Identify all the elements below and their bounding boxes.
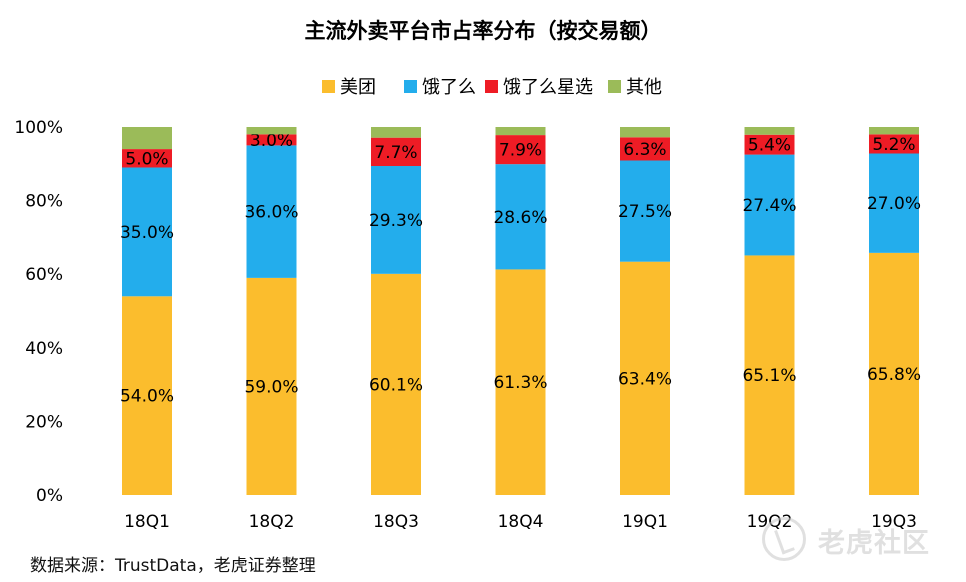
- data-label: 27.0%: [867, 194, 921, 214]
- x-tick-label: 18Q1: [124, 512, 170, 532]
- x-axis: 18Q1 18Q2 18Q3 18Q4 19Q1 19Q2 19Q3: [124, 512, 917, 532]
- legend-label-2: 饿了么星选: [503, 77, 593, 98]
- bar-segment: [744, 134, 795, 155]
- bar-segment: [744, 154, 795, 256]
- bar-segment: [246, 145, 297, 278]
- x-tick-label: 19Q3: [871, 512, 917, 532]
- bar-segment: [744, 255, 795, 495]
- legend-swatch-0: [322, 80, 335, 93]
- data-label: 35.0%: [120, 223, 174, 243]
- bar-segment: [122, 127, 172, 150]
- watermark-text: 老虎社区: [818, 528, 930, 559]
- bar-segment: [495, 127, 546, 136]
- data-label: 28.6%: [493, 208, 547, 228]
- data-label: 6.3%: [623, 140, 666, 160]
- x-tick-label: 18Q4: [498, 512, 544, 532]
- data-label: 5.0%: [125, 149, 168, 169]
- data-label: 29.3%: [369, 211, 423, 231]
- bar-segment: [620, 261, 670, 495]
- y-tick-label: 100%: [14, 118, 63, 138]
- bar-segment: [371, 166, 421, 274]
- data-label: 65.8%: [867, 365, 921, 385]
- y-tick-label: 0%: [36, 486, 63, 506]
- watermark: 老虎社区: [760, 515, 950, 565]
- bar-segment: [620, 160, 670, 262]
- data-label: 54.0%: [120, 387, 174, 407]
- bar-segment: [371, 137, 421, 167]
- bar-segment: [246, 277, 297, 495]
- y-axis: 0% 20% 40% 60% 80% 100%: [14, 118, 63, 506]
- bar-segment: [371, 273, 421, 495]
- y-tick-label: 60%: [25, 265, 63, 285]
- data-label: 27.5%: [618, 202, 672, 222]
- y-tick-label: 20%: [25, 412, 63, 432]
- data-label: 59.0%: [244, 377, 298, 397]
- bar-segment: [869, 153, 919, 253]
- legend-label-0: 美团: [340, 77, 376, 98]
- y-tick-label: 40%: [25, 339, 63, 359]
- bar-segment: [869, 127, 919, 135]
- data-label: 36.0%: [244, 203, 298, 223]
- data-label: 5.2%: [872, 135, 915, 155]
- bar-segment: [495, 135, 546, 165]
- legend: 美团 饿了么 饿了么星选 其他: [322, 77, 662, 98]
- data-label: 63.4%: [618, 369, 672, 389]
- bar-segment: [620, 137, 670, 161]
- legend-swatch-1: [404, 80, 417, 93]
- bar-segment: [495, 269, 546, 495]
- bars: 54.0% 35.0% 5.0% 59.0% 36.0% 3.0% 60.1% 29.3% 7.…: [120, 127, 921, 495]
- bar-segment: [122, 167, 172, 297]
- x-tick-label: 19Q1: [622, 512, 668, 532]
- bar-segment: [246, 127, 297, 135]
- bar-segment: [122, 149, 172, 168]
- bar-segment: [495, 164, 546, 270]
- data-label: 3.0%: [250, 131, 293, 151]
- y-tick-label: 80%: [25, 192, 63, 212]
- bar-segment: [869, 252, 919, 495]
- x-tick-label: 18Q3: [373, 512, 419, 532]
- data-label: 7.7%: [374, 143, 417, 163]
- bar-segment: [869, 134, 919, 154]
- data-label: 7.9%: [499, 141, 542, 161]
- bar-segment: [371, 127, 421, 138]
- bar-segment: [620, 127, 670, 138]
- data-label: 60.1%: [369, 375, 423, 395]
- data-label: 61.3%: [493, 373, 547, 393]
- chart-title: 主流外卖平台市占率分布（按交易额）: [305, 19, 662, 43]
- legend-label-1: 饿了么: [422, 77, 476, 98]
- legend-label-3: 其他: [626, 77, 662, 98]
- watermark-logo-icon: [762, 517, 806, 561]
- x-tick-label: 18Q2: [249, 512, 295, 532]
- data-label: 27.4%: [742, 196, 796, 216]
- bar-segment: [246, 134, 297, 146]
- source-note: 数据来源：TrustData，老虎证券整理: [30, 556, 316, 576]
- legend-swatch-2: [485, 80, 498, 93]
- data-label: 5.4%: [748, 136, 791, 156]
- bar-segment: [744, 127, 795, 135]
- legend-swatch-3: [608, 80, 621, 93]
- data-label: 65.1%: [742, 366, 796, 386]
- bar-segment: [122, 296, 172, 495]
